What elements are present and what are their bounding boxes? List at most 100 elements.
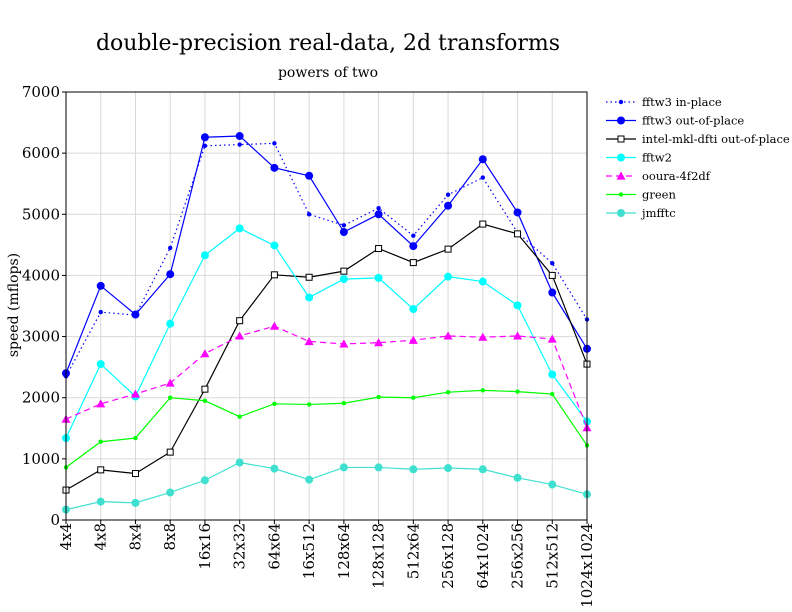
data-point (306, 212, 312, 217)
data-point (305, 273, 313, 281)
data-point (305, 475, 314, 484)
y-tick-label: 0 (50, 511, 60, 529)
data-point (479, 220, 487, 228)
data-point (131, 310, 140, 319)
data-point (97, 466, 105, 474)
data-point (550, 261, 555, 266)
legend-item: intel-mkl-dfti out-of-place (606, 132, 790, 146)
data-point (96, 360, 105, 369)
data-point (96, 281, 105, 290)
x-tick-label: 1024x1024 (578, 523, 596, 608)
x-tick-label: 128x128 (370, 523, 388, 589)
data-point (443, 331, 453, 340)
data-point (200, 251, 209, 260)
x-tick-label: 256x128 (439, 523, 457, 589)
y-tick-label: 6000 (22, 144, 60, 162)
series-line (65, 389, 588, 468)
legend-marker (617, 135, 625, 143)
data-point (272, 401, 277, 407)
legend-marker (618, 99, 624, 105)
series-line (65, 142, 588, 377)
legend-marker (617, 209, 625, 217)
data-point (445, 192, 451, 197)
legend-label: green (642, 188, 676, 202)
data-point (513, 208, 522, 217)
series-line (65, 135, 588, 374)
legend-item: ooura-4f2df (606, 169, 711, 183)
x-tick-label: 16x16 (196, 523, 214, 570)
series-line (65, 325, 588, 428)
y-tick-label: 4000 (22, 266, 60, 284)
legend-item: green (606, 188, 676, 202)
data-point (270, 271, 278, 279)
x-tick-label: 512x512 (543, 523, 561, 589)
data-point (98, 439, 103, 444)
data-point (339, 463, 348, 472)
data-point (98, 309, 103, 315)
legend-label: fftw3 out-of-place (642, 114, 744, 128)
data-point (514, 230, 522, 238)
x-tick-label: 128x64 (335, 523, 353, 579)
data-point (166, 270, 175, 279)
legend-label: jmfftc (640, 206, 676, 220)
data-point (270, 163, 279, 172)
data-point (444, 464, 453, 473)
data-point (513, 301, 522, 310)
data-point (408, 335, 418, 344)
data-point (269, 321, 279, 330)
data-point (411, 395, 416, 400)
y-tick-label: 5000 (22, 205, 60, 223)
data-point (513, 331, 523, 340)
data-point (444, 272, 453, 281)
data-point (478, 465, 487, 474)
legend-label: fftw2 (642, 151, 672, 165)
data-point (409, 242, 418, 251)
data-point (235, 132, 244, 141)
data-point (272, 141, 277, 146)
data-point (550, 391, 555, 397)
data-point (411, 233, 416, 238)
data-point (202, 398, 208, 403)
legend-marker (617, 116, 625, 125)
data-point (339, 228, 348, 237)
data-point (235, 224, 244, 233)
gridlines (65, 91, 588, 521)
x-tick-label: 32x32 (231, 523, 249, 570)
data-point (339, 339, 349, 348)
data-point (409, 465, 418, 474)
data-point (235, 331, 245, 340)
series-jmfftc (62, 458, 591, 514)
data-point (409, 305, 418, 314)
data-point (339, 275, 348, 284)
data-point (340, 267, 348, 275)
data-point (548, 480, 557, 489)
data-point (374, 338, 384, 347)
series-line (65, 227, 588, 439)
legend-marker (616, 171, 626, 180)
data-point (375, 245, 383, 253)
data-point (478, 332, 488, 341)
series-group (61, 132, 592, 514)
x-tick-label: 256x256 (509, 523, 527, 589)
data-point (237, 414, 242, 419)
data-point (235, 458, 244, 467)
x-tick-label: 4x8 (92, 523, 110, 551)
legend-item: fftw3 in-place (606, 95, 722, 109)
legend-item: fftw2 (606, 151, 672, 165)
data-point (341, 223, 347, 228)
chart-title: double-precision real-data, 2d transform… (96, 31, 560, 56)
series-fftw3-out-of-place (62, 132, 591, 378)
data-point (548, 288, 557, 297)
data-point (548, 271, 556, 279)
series-line (65, 461, 588, 511)
legend-label: fftw3 in-place (642, 95, 722, 109)
data-point (236, 317, 244, 325)
legend-item: fftw3 out-of-place (606, 114, 744, 128)
data-point (166, 448, 174, 456)
data-point (201, 385, 209, 393)
data-point (270, 241, 279, 250)
y-axis-label: speed (mflops) (6, 253, 22, 357)
data-point (445, 390, 451, 395)
data-point (202, 143, 208, 149)
